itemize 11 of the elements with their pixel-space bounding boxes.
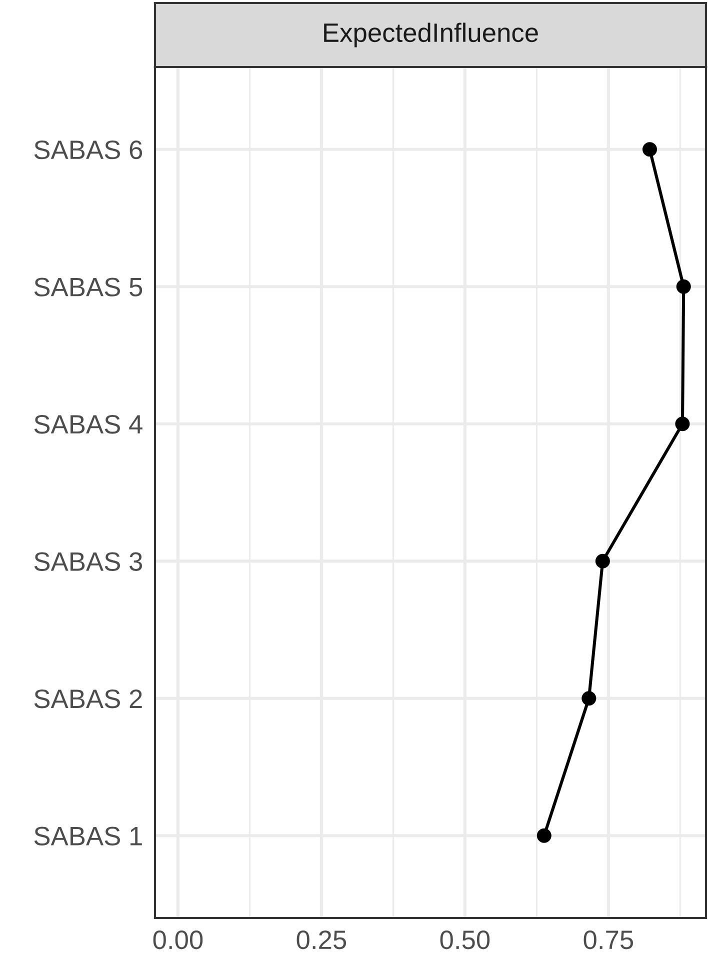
y-tick-label: SABAS 4 [34,415,142,434]
y-tick-label: SABAS 2 [34,690,142,708]
y-tick-label: SABAS 1 [34,826,142,846]
x-tick-label: 0.25 [296,930,346,950]
x-tick-label: 0.00 [153,930,203,950]
x-tick-label: 0.75 [584,930,634,950]
y-tick-label: SABAS 3 [34,552,142,571]
chart-title: ExpectedInfluence [324,22,538,48]
y-tick-label: SABAS 6 [34,140,142,160]
x-tick-label: 0.50 [440,930,490,950]
y-tick-label: SABAS 5 [34,278,142,296]
